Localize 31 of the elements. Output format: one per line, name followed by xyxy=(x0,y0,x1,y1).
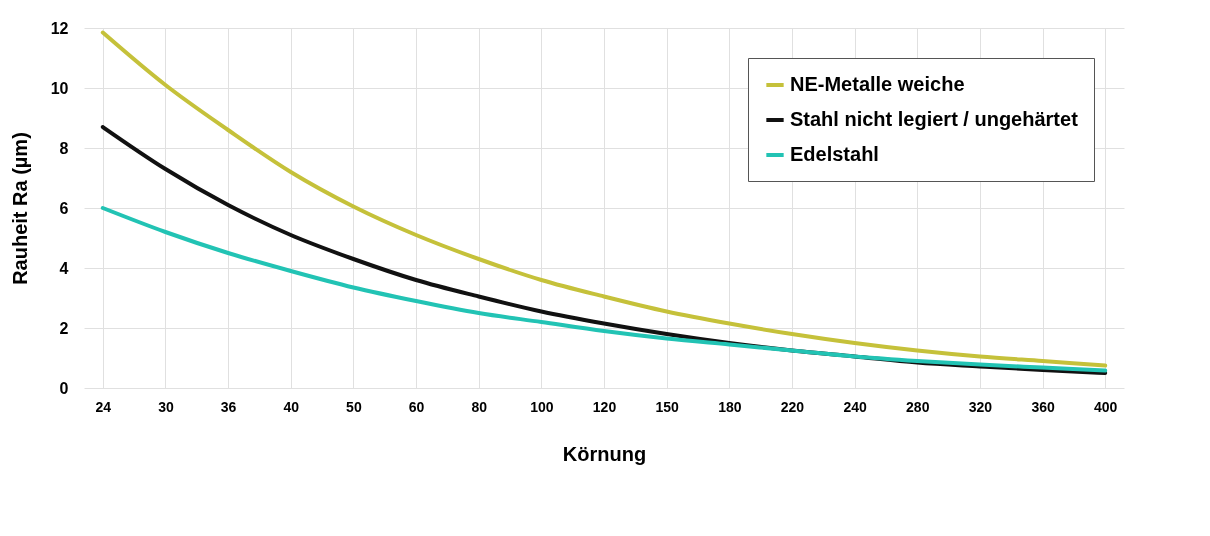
x-tick-label: 400 xyxy=(1094,398,1118,415)
line-series xyxy=(100,30,1108,368)
x-tick-label: 30 xyxy=(158,398,174,415)
x-tick-label: 100 xyxy=(530,398,554,415)
y-tick-label: 10 xyxy=(50,79,69,97)
x-tick-label: 50 xyxy=(346,398,362,415)
y-axis-title: Rauheit Ra (µm) xyxy=(8,132,31,285)
x-tick-label: 60 xyxy=(408,398,425,415)
y-tick-label: 4 xyxy=(59,259,69,277)
x-tick-label: 24 xyxy=(95,398,112,415)
x-tick-label: 80 xyxy=(471,398,488,415)
y-tick-label: 2 xyxy=(59,319,69,337)
line-series xyxy=(100,206,1108,373)
x-tick-label: 220 xyxy=(780,398,805,415)
x-tick-label: 150 xyxy=(655,398,680,415)
x-tick-label: 180 xyxy=(718,398,742,415)
legend-label: Stahl nicht legiert / ungehärtet xyxy=(790,108,1079,130)
x-tick-label: 320 xyxy=(968,398,993,415)
legend-label: Edelstahl xyxy=(790,143,879,165)
x-axis-title: Körnung xyxy=(562,442,647,465)
legend-label: NE-Metalle weiche xyxy=(790,73,965,95)
y-tick-label: 8 xyxy=(59,139,69,157)
x-tick-label: 280 xyxy=(906,398,930,415)
x-tick-label: 120 xyxy=(592,398,617,415)
x-tick-label: 40 xyxy=(283,398,300,415)
x-tick-label: 240 xyxy=(843,398,867,415)
y-tick-label: 6 xyxy=(59,199,69,217)
x-tick-label: 360 xyxy=(1031,398,1055,415)
y-tick-label: 12 xyxy=(50,19,69,37)
y-tick-label: 0 xyxy=(59,379,69,397)
x-tick-label: 36 xyxy=(220,398,237,415)
